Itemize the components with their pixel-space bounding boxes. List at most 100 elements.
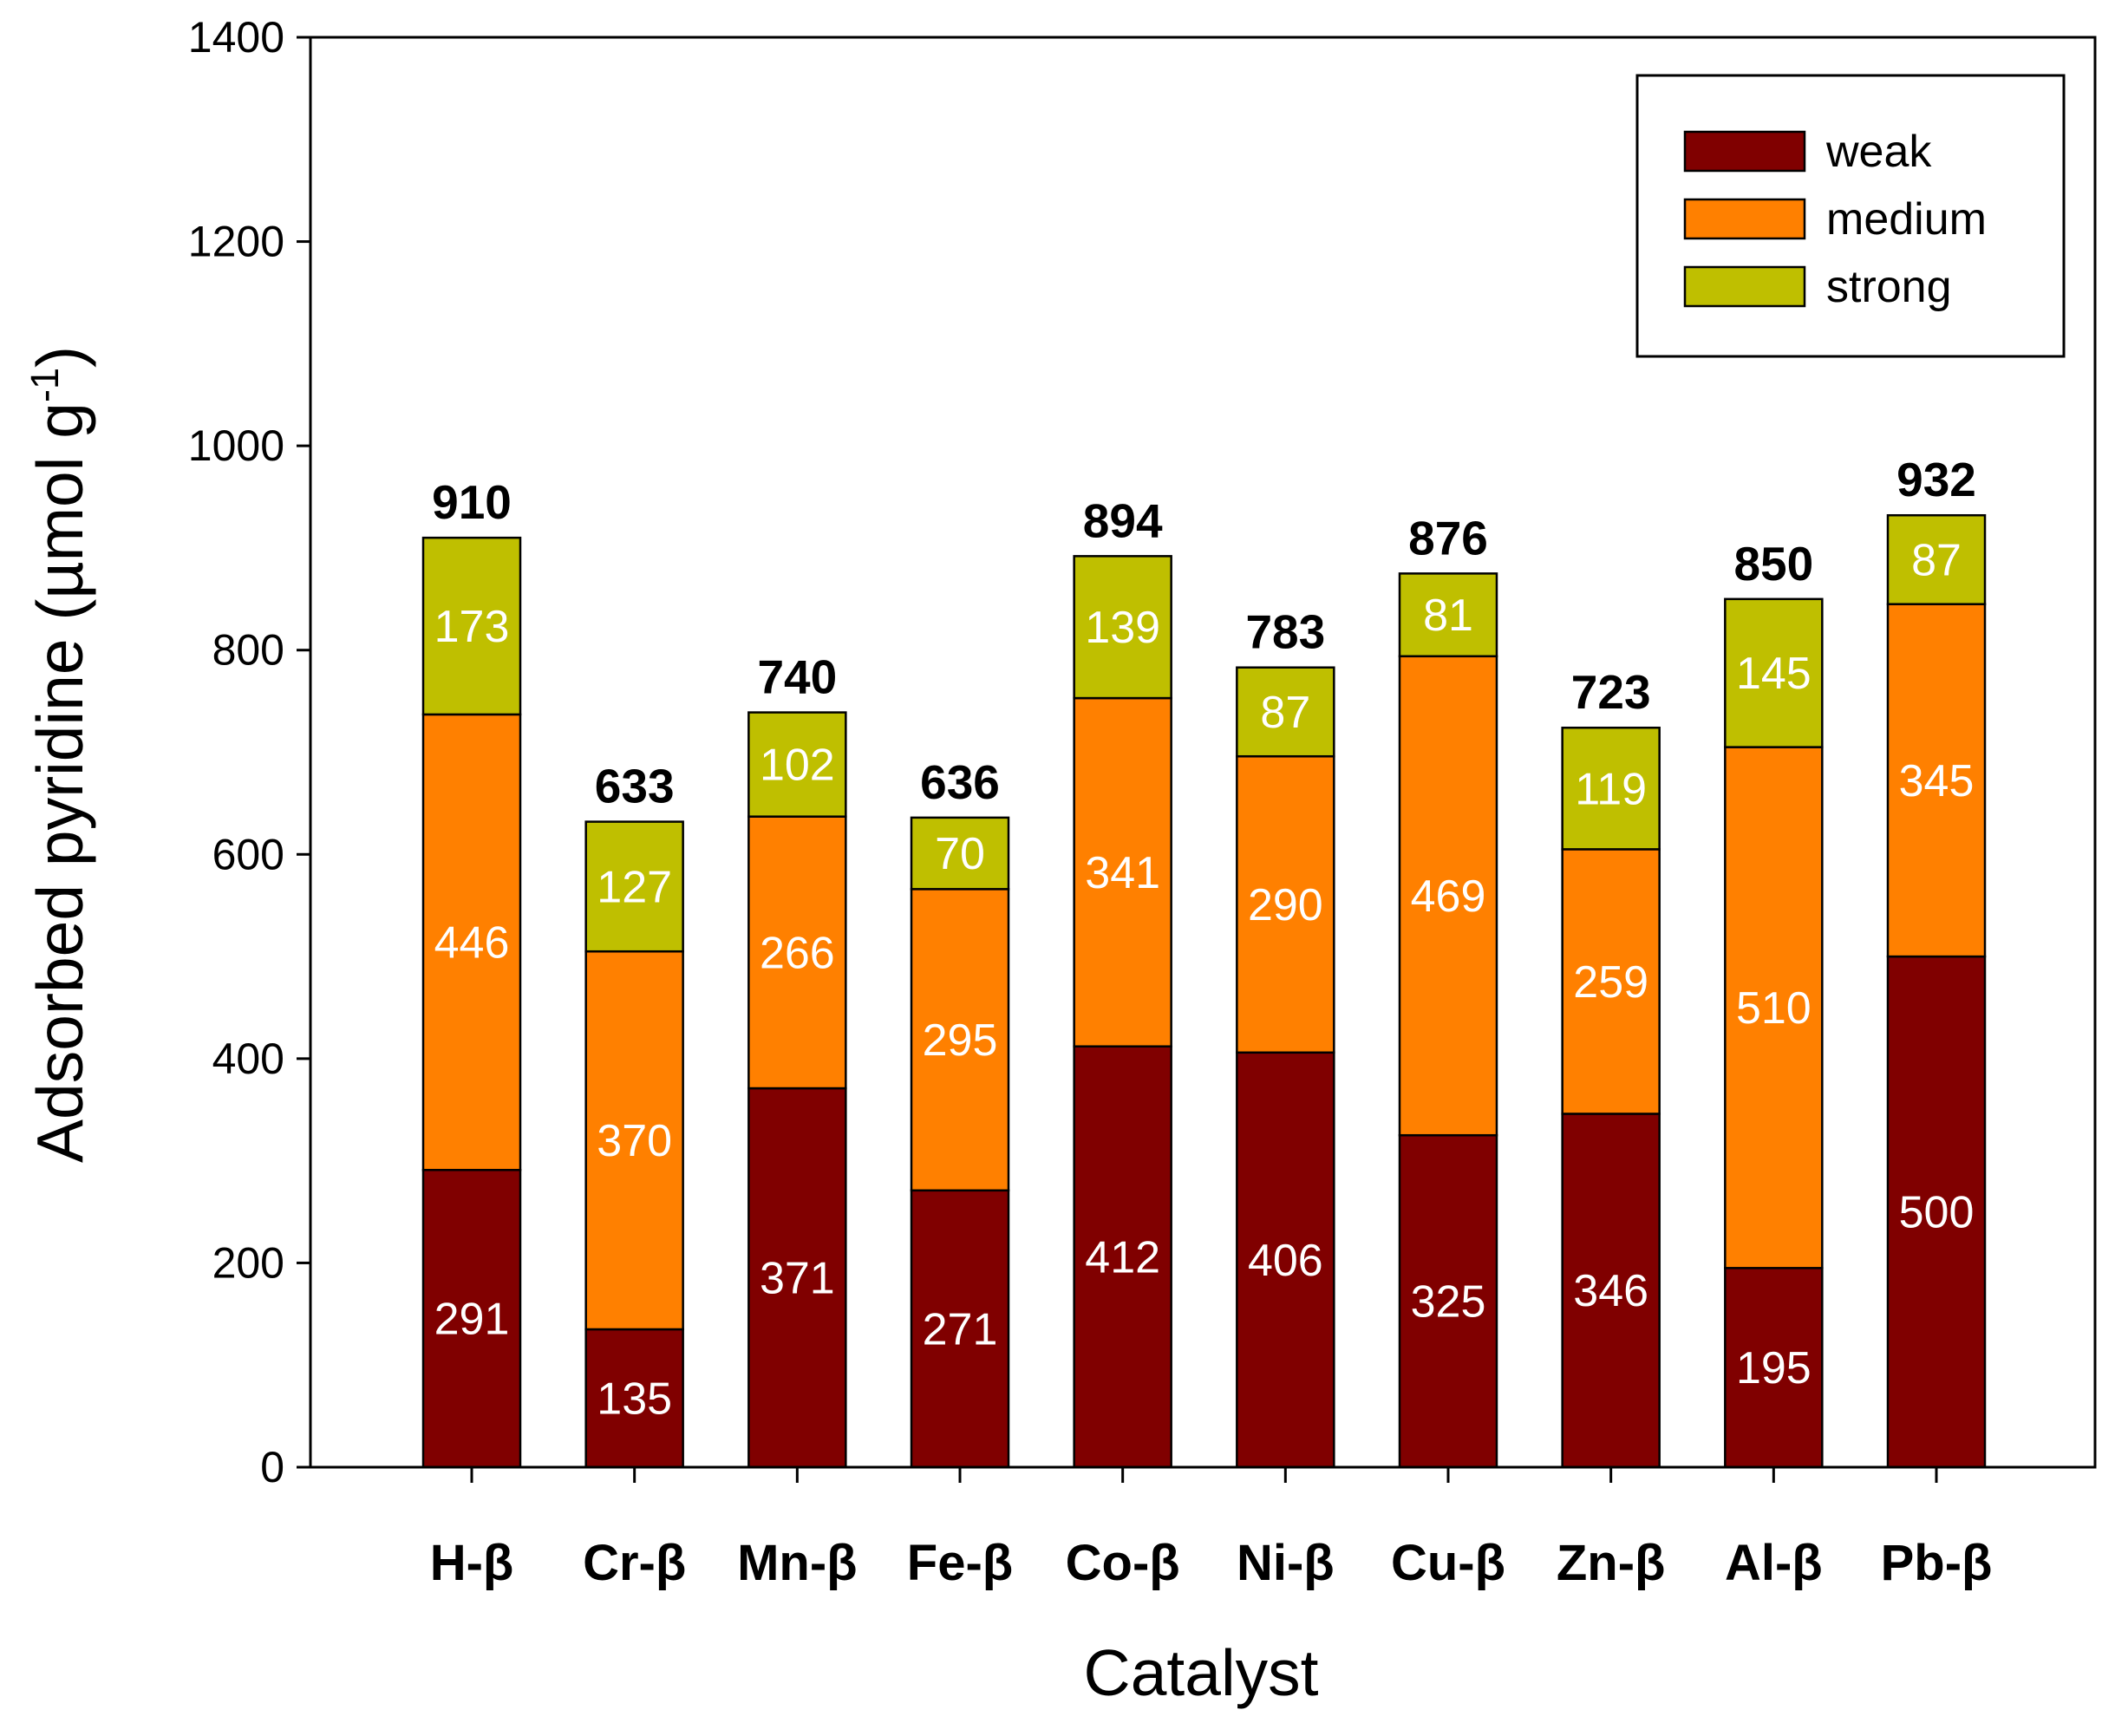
y-tick-label: 1000 [188, 421, 284, 470]
category-label: Mn-β [737, 1535, 857, 1591]
segment-value-label: 145 [1736, 649, 1812, 699]
bar-segment-medium [1236, 754, 1335, 1054]
y-axis-title-superscript: -1 [23, 368, 67, 402]
segment-value-label: 87 [1911, 535, 1962, 585]
bar-segment-medium [910, 888, 1010, 1192]
segment-value-label: 325 [1411, 1277, 1486, 1328]
bar-segment-strong [1236, 666, 1335, 758]
segment-labels-group: 291 446 173 135 370 127 371 266 102 271 295 70 412 34… [434, 535, 1975, 1424]
segment-value-label: 371 [760, 1254, 835, 1304]
segment-value-label: 102 [760, 741, 835, 791]
total-value-label: 740 [757, 650, 837, 704]
y-axis-title-close: ) [23, 346, 96, 368]
bar-segment-weak [1398, 1133, 1498, 1469]
segment-value-label: 139 [1085, 603, 1160, 653]
bar-segment-weak [910, 1189, 1010, 1469]
total-value-label: 633 [595, 760, 675, 813]
bar-segment-strong [584, 820, 684, 953]
y-tick-label: 400 [212, 1034, 284, 1083]
segment-value-label: 510 [1736, 983, 1812, 1034]
segment-value-label: 290 [1248, 880, 1323, 930]
category-label: Al-β [1725, 1535, 1823, 1591]
category-label: Co-β [1066, 1535, 1180, 1591]
segment-value-label: 412 [1085, 1232, 1160, 1282]
total-value-label: 850 [1733, 537, 1813, 591]
bar-segment-weak [1724, 1267, 1824, 1469]
segment-value-label: 70 [935, 829, 985, 879]
y-tick-label: 200 [212, 1238, 284, 1287]
y-tick-label: 1400 [188, 13, 284, 62]
bars-group [421, 513, 1987, 1469]
bar-segment-strong [1073, 555, 1172, 700]
total-value-label: 932 [1896, 453, 1976, 506]
legend-label-strong: strong [1826, 262, 1952, 312]
bar-segment-medium [421, 713, 522, 1171]
bar-segment-medium [1724, 746, 1824, 1269]
total-value-label: 783 [1245, 605, 1325, 659]
y-tick-label: 1200 [188, 218, 284, 266]
bar-segment-weak [1886, 955, 1987, 1469]
category-label: Zn-β [1557, 1535, 1666, 1591]
segment-value-label: 271 [923, 1304, 998, 1354]
segment-value-label: 346 [1573, 1266, 1648, 1316]
bar-segment-medium [1886, 603, 1987, 958]
segment-value-label: 345 [1899, 756, 1975, 806]
total-value-label: 894 [1083, 493, 1163, 547]
total-value-label: 723 [1571, 665, 1651, 719]
segment-value-label: 135 [597, 1374, 672, 1424]
bar-segment-weak [421, 1168, 522, 1469]
category-label: Pb-β [1881, 1535, 1993, 1591]
bar-segment-strong [421, 536, 522, 716]
bar-segment-weak [1236, 1051, 1335, 1469]
bar-segment-weak [1073, 1045, 1172, 1469]
legend-swatch-strong [1683, 265, 1806, 308]
segment-value-label: 173 [434, 602, 510, 652]
category-label: Fe-β [907, 1535, 1013, 1591]
category-label: Cu-β [1391, 1535, 1505, 1591]
bar-segment-medium [747, 815, 847, 1090]
bar-segment-medium [1398, 655, 1498, 1137]
segment-value-label: 259 [1573, 957, 1648, 1008]
y-axis-title: Adsorbed pyridine (µmol g-1) [23, 346, 96, 1163]
bar-segment-strong [1398, 572, 1498, 658]
legend: weak medium strong [1635, 74, 2066, 358]
category-label: H-β [430, 1535, 514, 1591]
legend-swatch-medium [1683, 198, 1806, 240]
segment-value-label: 295 [923, 1015, 998, 1066]
segment-value-label: 195 [1736, 1343, 1812, 1393]
bar-segment-medium [584, 950, 684, 1331]
axes-group: 0 200 400 600 800 1000 1200 1400 H-β Cr-β Mn-β Fe-β… [188, 13, 2097, 1591]
bar-segment-strong [1886, 513, 1987, 605]
segment-value-label: 291 [434, 1295, 510, 1345]
total-value-label: 876 [1408, 511, 1488, 565]
segment-value-label: 87 [1260, 688, 1310, 738]
segment-value-label: 119 [1575, 764, 1647, 814]
total-value-label: 636 [920, 755, 1000, 809]
legend-label-weak: weak [1825, 127, 1932, 177]
total-value-label: 910 [432, 475, 512, 529]
segment-value-label: 500 [1899, 1188, 1975, 1238]
bar-segment-medium [1561, 848, 1661, 1115]
segment-value-label: 127 [597, 862, 672, 912]
legend-label-medium: medium [1826, 194, 1987, 245]
bar-segment-strong [910, 816, 1010, 891]
category-label: Ni-β [1237, 1535, 1335, 1591]
bar-segment-strong [1561, 726, 1661, 851]
bar-segment-weak [584, 1328, 684, 1469]
segment-value-label: 406 [1248, 1236, 1323, 1286]
bar-segment-strong [747, 711, 847, 818]
category-label: Cr-β [583, 1535, 686, 1591]
segment-value-label: 370 [597, 1116, 672, 1166]
segment-value-label: 266 [760, 928, 835, 978]
y-tick-label: 800 [212, 626, 284, 675]
segment-value-label: 469 [1411, 871, 1486, 922]
x-axis-title: Catalyst [1084, 1636, 1319, 1709]
total-labels-group: 910 633 740 636 894 783 876 723 850 932 [432, 453, 1976, 813]
y-tick-label: 600 [212, 830, 284, 878]
segment-value-label: 81 [1423, 591, 1473, 641]
plot-frame [309, 36, 2097, 1469]
segment-value-label: 446 [434, 918, 510, 969]
bar-segment-strong [1724, 597, 1824, 748]
